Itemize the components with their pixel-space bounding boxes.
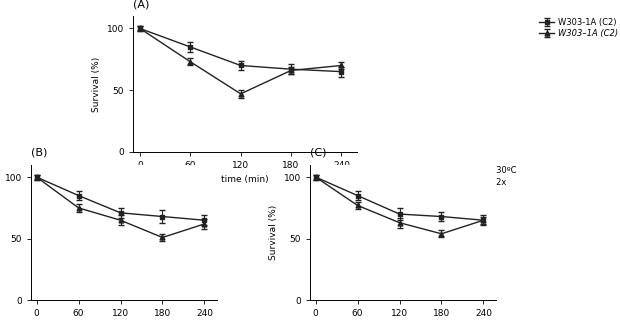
Text: (C): (C) [310,148,327,158]
Text: (A): (A) [133,0,149,9]
Y-axis label: Survival (%): Survival (%) [269,205,278,260]
Legend: W303-1A (C2) 30ºC, W303-1A (C2) 2x: W303-1A (C2) 30ºC, W303-1A (C2) 2x [417,166,516,187]
Text: (B): (B) [31,148,47,158]
Y-axis label: Survival (%): Survival (%) [92,56,102,112]
Legend: W303-1A (C2) 30ºC, W303–1A (C2) 37ºC: W303-1A (C2) 30ºC, W303–1A (C2) 37ºC [539,17,620,38]
X-axis label: time (min): time (min) [221,175,268,184]
